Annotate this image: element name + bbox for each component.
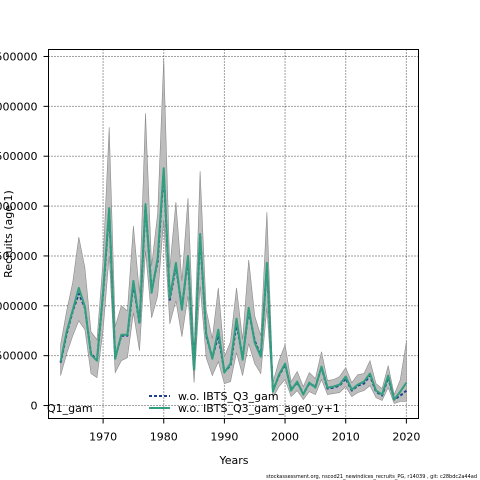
y-tick-label: 2500000 [0,150,38,163]
plot-frame [48,49,419,419]
x-tick-label: 2010 [332,431,360,444]
y-tick-label: 1500000 [0,250,38,263]
x-tick-label: 1970 [89,431,117,444]
legend-label-series-1: w.o. IBTS_Q3_gam [178,390,279,403]
y-tick-label: 3500000 [0,50,38,63]
series-line-2 [59,167,408,401]
y-tick-label: 500000 [0,350,38,363]
footer-note: stockassessment.org, nscod21_newindices_… [266,474,477,480]
x-tick-label: 2020 [392,431,420,444]
y-tick-label: 0 [31,400,38,413]
series-lines-layer [59,167,408,401]
confidence-band [60,59,407,404]
legend-label-series-2: w.o. IBTS_Q3_gam_age0_y+1 [178,402,340,415]
y-tick-label: 1000000 [0,300,38,313]
confidence-band-layer [60,59,407,404]
y-axis-label: Recruits (age 1) [2,190,15,278]
x-axis-ticks: 1970 1980 1990 2000 2010 2020 [89,418,420,444]
x-tick-label: 1990 [210,431,238,444]
x-tick-label: 1980 [150,431,178,444]
y-tick-label: 3000000 [0,100,38,113]
legend: Q1_gam w.o. IBTS_Q3_gam w.o. IBTS_Q3_gam… [47,390,340,415]
x-axis-label: Years [218,454,248,467]
x-tick-label: 2000 [271,431,299,444]
legend-clipped-entry: Q1_gam [47,402,93,415]
